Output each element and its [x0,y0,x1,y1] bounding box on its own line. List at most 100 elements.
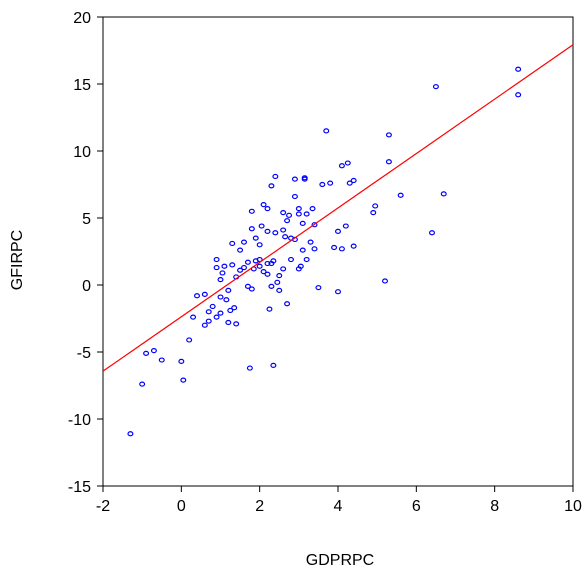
data-point [299,220,306,226]
data-point [323,128,330,134]
data-point [213,256,220,263]
data-point [158,357,165,363]
data-point [186,337,193,343]
data-point [344,160,351,166]
data-point [350,243,357,249]
data-point [217,277,224,283]
y-tick-label: -5 [77,345,91,362]
data-point [246,365,253,371]
fit-line [102,44,574,372]
data-point [264,260,271,267]
data-point [286,212,293,218]
data-point [319,181,326,188]
data-point [256,256,263,263]
data-point [248,286,255,292]
data-point [327,180,334,186]
data-point [284,301,291,307]
data-point [272,173,279,180]
data-point [370,210,377,216]
data-point [260,269,267,275]
data-point [264,271,271,277]
data-point [244,259,251,265]
data-point [295,211,302,217]
data-point [284,218,291,224]
y-tick-label: -15 [68,479,91,496]
data-point [227,307,234,314]
points-layer [127,66,522,437]
data-point [256,242,263,248]
data-point [288,256,295,263]
data-point [429,230,436,236]
x-axis-label: GDPRPC [306,552,374,569]
data-point [268,283,275,289]
data-point [241,239,248,245]
data-point [274,279,281,285]
data-point [139,381,146,387]
data-point [231,305,238,311]
data-point [276,273,283,279]
data-point [205,318,212,324]
x-tick-label: 0 [177,498,186,515]
x-tick-label: 8 [490,498,499,515]
y-axis-ticks: -15 -10 -5 0 5 10 15 20 [68,10,103,496]
x-tick-label: 2 [255,498,264,515]
data-point [127,431,134,437]
data-point [229,240,236,247]
y-tick-label: 15 [73,77,91,94]
y-tick-label: 0 [82,278,91,295]
data-point [335,289,342,295]
data-point [248,226,255,232]
y-tick-label: 5 [82,211,91,228]
y-axis-label: GFIRPC [9,230,26,290]
y-tick-label: -10 [68,412,91,429]
data-point [244,283,251,289]
data-point [311,246,318,252]
data-point [201,291,208,297]
data-point [180,377,187,383]
data-point [237,247,244,253]
data-point [295,206,302,212]
data-point [209,303,216,310]
data-point [201,322,208,328]
data-point [331,244,338,251]
data-point [309,206,316,212]
data-point [440,191,447,197]
data-point [213,314,220,320]
data-point [143,350,150,356]
data-point [382,278,389,284]
data-point [268,183,275,189]
data-point [248,208,255,214]
data-point [282,234,289,240]
data-point [276,287,283,293]
data-point [350,177,357,184]
data-point [150,348,157,354]
data-point [252,235,259,241]
plot-area [102,16,574,487]
data-point [291,193,298,200]
data-point [303,256,310,263]
data-point [229,262,236,268]
data-point [194,293,201,299]
data-point [432,84,439,90]
data-point [301,176,308,182]
data-point [258,223,265,229]
data-point [264,228,271,234]
data-point [213,264,220,271]
data-point [346,180,353,186]
data-point [190,314,197,320]
data-point [397,192,404,198]
y-tick-label: 10 [73,144,91,161]
data-point [260,202,267,208]
data-point [307,239,314,245]
data-point [225,287,232,293]
data-point [266,306,273,312]
data-point [221,263,228,269]
data-point [264,206,271,212]
data-point [515,66,522,72]
data-point [338,163,345,169]
data-point [178,358,185,364]
data-point [297,263,304,269]
data-point [280,266,287,272]
data-point [219,270,226,276]
